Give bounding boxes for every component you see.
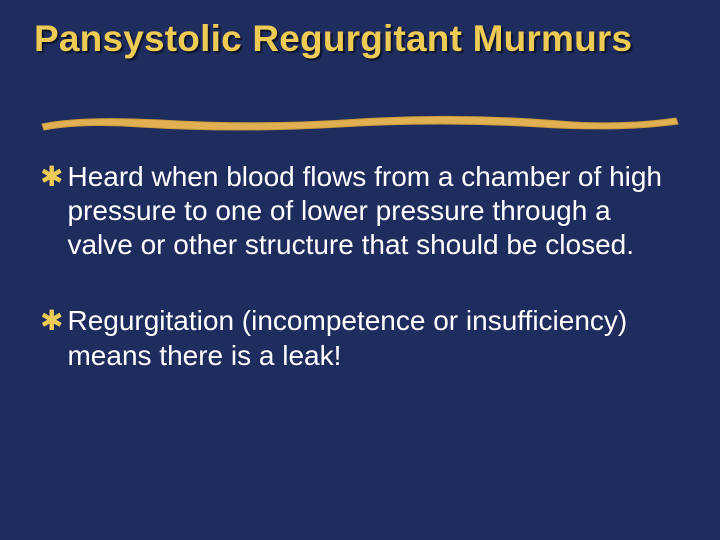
bullet-item: ✱ Regurgitation (incompetence or insuffi… xyxy=(40,304,680,372)
bullet-text: Regurgitation (incompetence or insuffici… xyxy=(67,304,680,372)
bullet-marker-icon: ✱ xyxy=(40,160,63,194)
slide-title: Pansystolic Regurgitant Murmurs xyxy=(34,18,686,59)
slide-body: ✱ Heard when blood flows from a chamber … xyxy=(40,160,680,415)
title-underline xyxy=(40,110,680,136)
bullet-item: ✱ Heard when blood flows from a chamber … xyxy=(40,160,680,262)
bullet-marker-icon: ✱ xyxy=(40,304,63,338)
slide-container: Pansystolic Regurgitant Murmurs ✱ Heard … xyxy=(0,0,720,540)
bullet-text: Heard when blood flows from a chamber of… xyxy=(67,160,680,262)
